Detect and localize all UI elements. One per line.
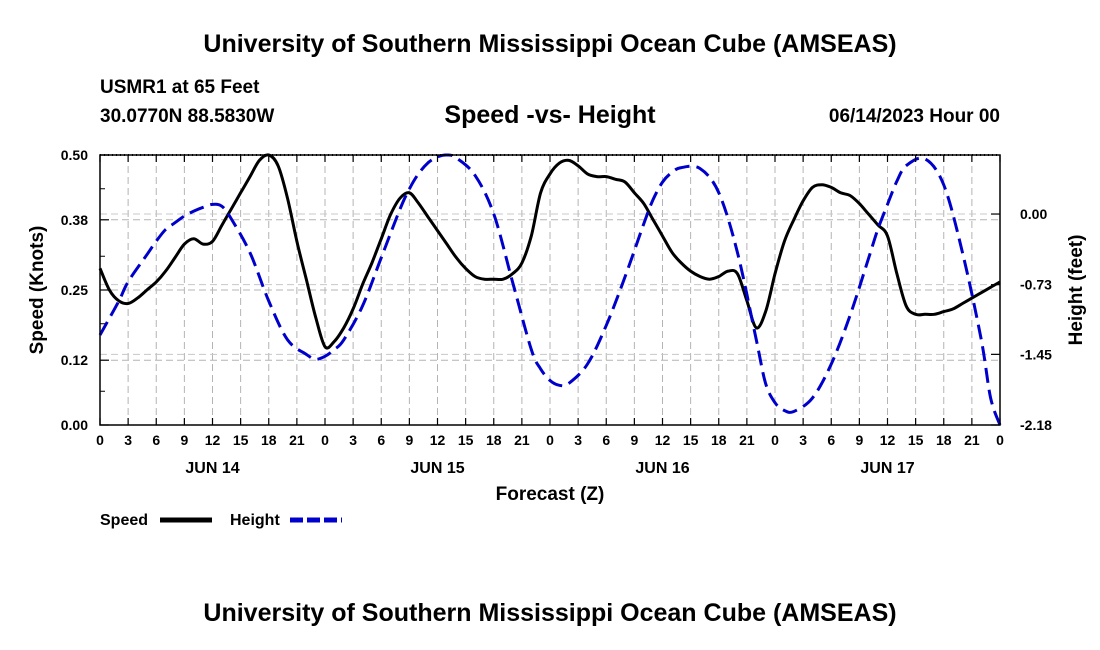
chart-title: Speed -vs- Height [444,101,656,129]
x-tick-label: 6 [602,432,610,448]
date-label: JUN 16 [635,460,689,477]
y-tick-label: 0.38 [61,212,88,228]
main-title: University of Southern Mississippi Ocean… [203,30,897,58]
series-layer [98,153,1002,426]
date-label: JUN 17 [860,460,914,477]
x-tick-label: 15 [683,432,699,448]
height-series-line [98,153,1002,426]
x-tick-label: 18 [486,432,502,448]
y-tick-label: 0.50 [61,147,88,163]
coordinates-label: 30.0770N 88.5830W [100,106,275,127]
x-tick-label: 21 [964,432,980,448]
station-label: USMR1 at 65 Feet [100,77,260,98]
x-tick-label: 6 [377,432,385,448]
y2-tick-label: 0.00 [1020,206,1047,222]
x-tick-label: 21 [739,432,755,448]
x-tick-label: 12 [205,432,221,448]
x-tick-label: 3 [124,432,132,448]
axes: 0 3 6 9 12 15 18 21 0 3 6 9 12 15 18 21 0 3 6 9 12 15 18 21 0 3 6 9… [61,147,1052,477]
x-tick-label: 21 [289,432,305,448]
x-tick-label: 21 [514,432,530,448]
x-tick-label: 15 [458,432,474,448]
x-tick-label: 3 [799,432,807,448]
legend-height-label: Height [230,512,280,529]
speed-series-line [98,153,1001,350]
x-tick-label: 0 [996,432,1004,448]
y2-axis-label: Height (feet) [1066,235,1087,346]
x-tick-label: 18 [711,432,727,448]
x-tick-label: 15 [233,432,249,448]
date-label: JUN 14 [185,460,239,477]
legend: Speed Height [100,512,342,529]
x-axis-label: Forecast (Z) [496,484,605,505]
x-tick-label: 9 [630,432,638,448]
y-axis-label: Speed (Knots) [27,226,48,355]
grid-lines [100,155,1000,425]
x-tick-label: 9 [855,432,863,448]
x-tick-label: 12 [430,432,446,448]
y-tick-label: 0.12 [61,352,88,368]
x-tick-label: 12 [655,432,671,448]
x-tick-label: 0 [771,432,779,448]
x-tick-label: 9 [405,432,413,448]
x-tick-label: 3 [574,432,582,448]
x-tick-label: 9 [180,432,188,448]
x-tick-label: 0 [546,432,554,448]
y2-tick-label: -1.45 [1020,346,1052,362]
x-tick-label: 18 [936,432,952,448]
x-tick-label: 6 [827,432,835,448]
y2-tick-label: -0.73 [1020,277,1052,293]
x-tick-label: 15 [908,432,924,448]
y-tick-label: 0.25 [61,282,88,298]
x-tick-label: 0 [96,432,104,448]
legend-speed-label: Speed [100,512,148,529]
y-tick-label: 0.00 [61,417,88,433]
forecast-run-time: 06/14/2023 Hour 00 [828,106,1000,127]
x-tick-label: 12 [880,432,896,448]
footer-title: University of Southern Mississippi Ocean… [203,599,897,627]
x-tick-label: 0 [321,432,329,448]
date-label: JUN 15 [410,460,464,477]
y2-tick-label: -2.18 [1020,417,1052,433]
x-tick-label: 3 [349,432,357,448]
x-tick-label: 18 [261,432,277,448]
x-tick-label: 6 [152,432,160,448]
